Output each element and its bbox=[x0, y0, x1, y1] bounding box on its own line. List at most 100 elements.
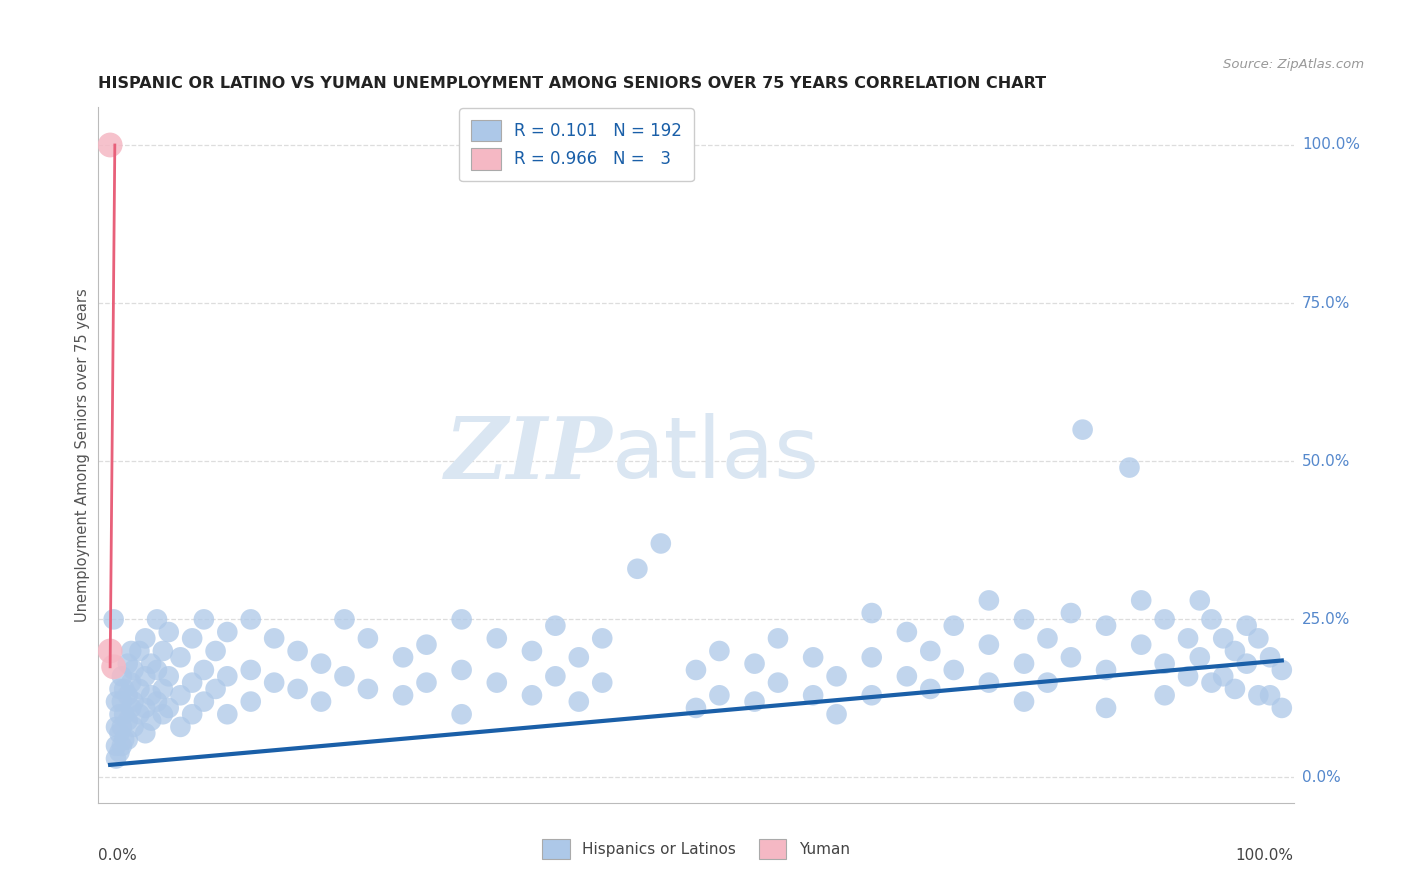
Point bbox=[117, 714, 139, 728]
Point bbox=[1258, 650, 1281, 665]
Point bbox=[122, 663, 145, 677]
Point bbox=[942, 618, 965, 632]
Point bbox=[105, 751, 128, 765]
Point bbox=[1095, 701, 1118, 715]
Point bbox=[111, 739, 134, 753]
Point bbox=[134, 632, 156, 646]
Text: 75.0%: 75.0% bbox=[1302, 295, 1350, 310]
Point bbox=[157, 669, 180, 683]
Point bbox=[128, 681, 150, 696]
Point bbox=[544, 669, 567, 683]
Point bbox=[650, 536, 672, 550]
Point bbox=[1247, 688, 1270, 702]
Point bbox=[520, 688, 543, 702]
Point bbox=[860, 650, 883, 665]
Point bbox=[111, 720, 134, 734]
Point bbox=[392, 688, 415, 702]
Point bbox=[105, 739, 128, 753]
Point bbox=[1153, 657, 1175, 671]
Point bbox=[825, 669, 848, 683]
Point bbox=[111, 695, 134, 709]
Point bbox=[141, 714, 163, 728]
Point bbox=[108, 726, 131, 740]
Point bbox=[141, 688, 163, 702]
Point bbox=[357, 632, 380, 646]
Point bbox=[134, 669, 156, 683]
Point bbox=[568, 695, 591, 709]
Point bbox=[977, 638, 1000, 652]
Point bbox=[120, 644, 142, 658]
Point bbox=[181, 707, 204, 722]
Point bbox=[152, 681, 174, 696]
Text: HISPANIC OR LATINO VS YUMAN UNEMPLOYMENT AMONG SENIORS OVER 75 YEARS CORRELATION: HISPANIC OR LATINO VS YUMAN UNEMPLOYMENT… bbox=[98, 76, 1046, 91]
Point bbox=[357, 681, 380, 696]
Point bbox=[709, 644, 731, 658]
Point bbox=[1130, 638, 1153, 652]
Text: 0.0%: 0.0% bbox=[1302, 770, 1340, 785]
Point bbox=[1201, 612, 1223, 626]
Point bbox=[896, 625, 918, 640]
Text: atlas: atlas bbox=[613, 413, 820, 497]
Text: 50.0%: 50.0% bbox=[1302, 454, 1350, 468]
Point bbox=[193, 612, 215, 626]
Point bbox=[1177, 632, 1199, 646]
Legend: Hispanics or Latinos, Yuman: Hispanics or Latinos, Yuman bbox=[536, 833, 856, 864]
Point bbox=[204, 681, 226, 696]
Point bbox=[626, 562, 648, 576]
Point bbox=[117, 657, 139, 671]
Point bbox=[744, 695, 766, 709]
Point bbox=[217, 625, 239, 640]
Point bbox=[152, 644, 174, 658]
Point bbox=[193, 695, 215, 709]
Point bbox=[1223, 681, 1246, 696]
Point bbox=[1153, 612, 1175, 626]
Point bbox=[120, 675, 142, 690]
Point bbox=[1201, 675, 1223, 690]
Point bbox=[1071, 423, 1094, 437]
Point bbox=[1236, 657, 1258, 671]
Point bbox=[1012, 695, 1035, 709]
Point bbox=[112, 732, 135, 747]
Point bbox=[239, 612, 262, 626]
Point bbox=[1188, 593, 1211, 607]
Point bbox=[263, 675, 285, 690]
Point bbox=[450, 612, 472, 626]
Point bbox=[333, 669, 356, 683]
Point bbox=[309, 657, 332, 671]
Point bbox=[108, 745, 131, 759]
Point bbox=[128, 707, 150, 722]
Point bbox=[120, 701, 142, 715]
Point bbox=[1188, 650, 1211, 665]
Point bbox=[309, 695, 332, 709]
Point bbox=[1095, 618, 1118, 632]
Point bbox=[98, 138, 121, 153]
Point bbox=[415, 675, 437, 690]
Point bbox=[263, 632, 285, 646]
Point bbox=[1212, 632, 1234, 646]
Point bbox=[169, 688, 191, 702]
Point bbox=[977, 675, 1000, 690]
Point bbox=[1247, 632, 1270, 646]
Point bbox=[146, 695, 169, 709]
Point bbox=[709, 688, 731, 702]
Point bbox=[1177, 669, 1199, 683]
Point bbox=[415, 638, 437, 652]
Point bbox=[1036, 675, 1059, 690]
Point bbox=[157, 701, 180, 715]
Point bbox=[766, 675, 789, 690]
Point bbox=[1212, 669, 1234, 683]
Point bbox=[825, 707, 848, 722]
Point bbox=[591, 632, 613, 646]
Point bbox=[103, 660, 125, 674]
Point bbox=[181, 632, 204, 646]
Text: 100.0%: 100.0% bbox=[1302, 137, 1360, 153]
Point bbox=[134, 701, 156, 715]
Point bbox=[1271, 663, 1294, 677]
Point bbox=[122, 695, 145, 709]
Point bbox=[146, 663, 169, 677]
Point bbox=[112, 707, 135, 722]
Point bbox=[1130, 593, 1153, 607]
Point bbox=[105, 695, 128, 709]
Point bbox=[896, 669, 918, 683]
Point bbox=[801, 688, 824, 702]
